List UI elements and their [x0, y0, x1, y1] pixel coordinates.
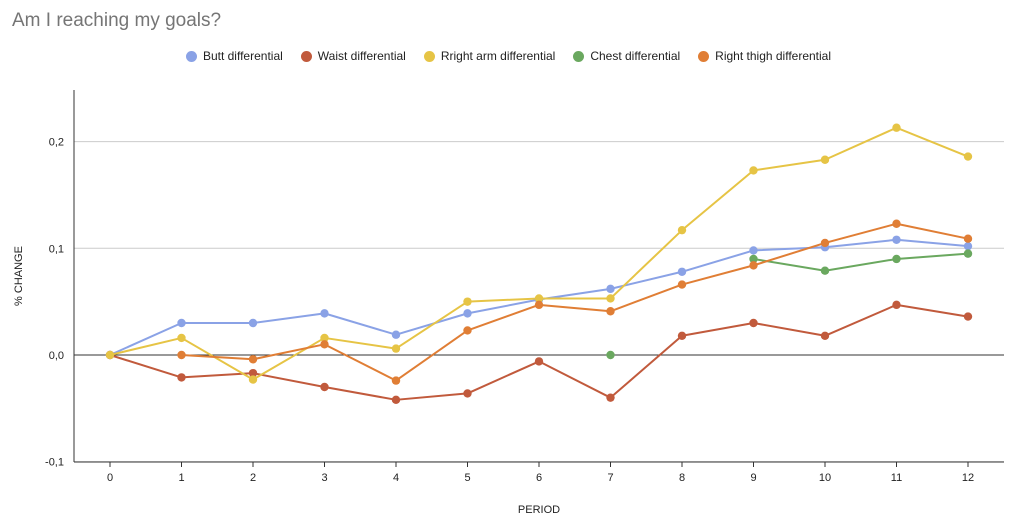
- data-point-series-4: [749, 261, 758, 270]
- x-tick-label: 2: [250, 472, 256, 484]
- legend-label: Rright arm differential: [440, 49, 556, 63]
- data-point-series-4: [892, 219, 901, 228]
- data-point-series-0: [463, 309, 472, 318]
- data-point-series-1: [606, 393, 615, 402]
- data-point-series-3: [963, 249, 973, 258]
- data-point-series-2: [177, 333, 186, 343]
- x-tick-label: 7: [607, 472, 613, 484]
- legend-item[interactable]: Butt differential: [185, 49, 283, 63]
- x-tick-label: 5: [464, 472, 470, 484]
- data-point-series-1: [892, 300, 901, 310]
- series-line-1: [109, 303, 969, 401]
- data-point-series-0: [606, 284, 615, 294]
- data-point-series-4: [963, 234, 973, 243]
- x-tick-label: 11: [891, 472, 902, 484]
- data-point-series-1: [177, 373, 186, 382]
- data-point-series-2: [534, 294, 544, 303]
- legend-label: Waist differential: [317, 49, 406, 63]
- legend-swatch: [573, 50, 585, 62]
- legend-item[interactable]: Chest differential: [573, 49, 680, 63]
- series-line-4: [181, 222, 969, 382]
- data-point-series-4: [677, 280, 687, 289]
- series-line-2: [109, 126, 969, 381]
- data-point-series-2: [677, 225, 687, 235]
- legend-item[interactable]: Rright arm differential: [423, 49, 556, 63]
- data-point-series-3: [606, 350, 615, 360]
- y-axis-title: % CHANGE: [13, 246, 25, 306]
- y-tick-label: -0,1: [45, 457, 64, 469]
- x-tick-label: 8: [679, 472, 685, 484]
- data-point-series-1: [320, 382, 329, 392]
- data-point-series-1: [963, 312, 973, 321]
- data-point-series-1: [463, 389, 472, 398]
- data-point-series-2: [248, 375, 258, 384]
- x-tick-label: 3: [321, 472, 327, 484]
- x-tick-label: 0: [107, 472, 113, 484]
- data-point-series-1: [534, 357, 544, 366]
- data-point-series-2: [963, 152, 973, 161]
- data-point-series-0: [320, 309, 329, 318]
- data-point-series-2: [749, 166, 758, 175]
- legend-item[interactable]: Right thigh differential: [698, 49, 831, 63]
- data-point-series-4: [606, 307, 615, 316]
- x-tick-label: 9: [750, 472, 756, 484]
- y-tick-label: 0,1: [49, 243, 64, 255]
- legend-swatch: [423, 50, 435, 62]
- y-tick-label: 0,2: [49, 137, 64, 149]
- data-point-series-4: [820, 238, 830, 248]
- y-tick-label: 0,0: [49, 350, 64, 362]
- data-point-series-2: [391, 344, 401, 353]
- data-point-series-3: [820, 266, 830, 275]
- x-tick-label: 1: [178, 472, 184, 484]
- legend-swatch: [698, 50, 710, 62]
- data-point-series-0: [963, 241, 973, 251]
- data-point-series-1: [248, 368, 258, 378]
- chart-title: Am I reaching my goals?: [12, 10, 222, 31]
- legend-swatch: [185, 50, 197, 62]
- data-point-series-4: [463, 326, 472, 335]
- legend-label: Chest differential: [590, 49, 681, 63]
- x-tick-label: 6: [536, 472, 542, 484]
- data-point-series-1: [749, 318, 758, 328]
- data-point-series-4: [320, 340, 329, 349]
- data-point-series-3: [749, 254, 758, 264]
- data-point-series-0: [749, 246, 758, 255]
- data-point-series-2: [463, 297, 472, 306]
- data-point-series-4: [177, 350, 186, 360]
- data-point-series-1: [677, 331, 687, 340]
- data-point-series-0: [677, 267, 687, 276]
- data-point-series-4: [391, 376, 401, 385]
- data-point-series-1: [820, 331, 830, 340]
- data-point-series-0: [391, 330, 401, 339]
- series-line-3: [753, 252, 969, 272]
- chart-legend: Butt differential Waist differential Rrigh…: [0, 49, 1017, 63]
- data-point-series-4: [248, 355, 258, 364]
- data-point-series-0: [177, 318, 186, 328]
- x-axis-title: PERIOD: [518, 504, 560, 516]
- x-tick-label: 4: [393, 472, 399, 484]
- data-point-series-3: [892, 254, 901, 264]
- legend-label: Butt differential: [202, 49, 283, 63]
- data-point-series-1: [391, 395, 401, 405]
- data-point-series-2: [820, 155, 830, 164]
- data-point-series-2: [320, 333, 329, 343]
- legend-item[interactable]: Waist differential: [300, 49, 406, 63]
- x-tick-label: 12: [962, 472, 974, 484]
- data-point-series-0: [892, 235, 901, 244]
- data-point-series-2: [105, 350, 115, 360]
- data-point-series-2: [892, 123, 901, 132]
- data-point-series-0: [248, 318, 258, 328]
- x-tick-label: 10: [819, 472, 831, 484]
- legend-swatch: [300, 50, 312, 62]
- data-point-series-4: [534, 300, 544, 310]
- legend-label: Right thigh differential: [715, 49, 832, 63]
- data-point-series-2: [606, 294, 615, 303]
